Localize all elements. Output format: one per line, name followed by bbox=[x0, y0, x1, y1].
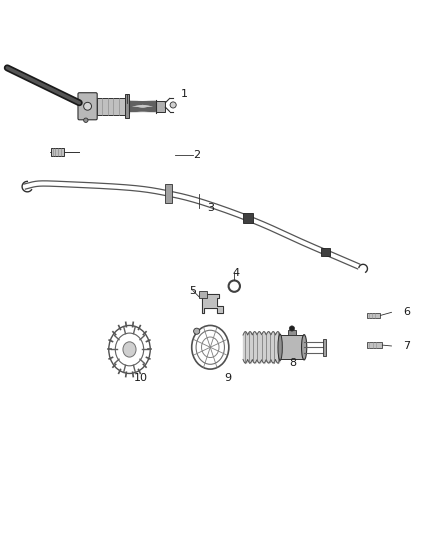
Text: 9: 9 bbox=[224, 373, 231, 383]
Text: 8: 8 bbox=[290, 358, 297, 368]
Bar bbox=[367, 343, 382, 348]
Text: 5: 5 bbox=[189, 286, 196, 295]
Bar bbox=[367, 313, 380, 318]
Bar bbox=[288, 330, 296, 335]
Text: 3: 3 bbox=[207, 203, 214, 213]
Circle shape bbox=[289, 326, 294, 331]
Text: 2: 2 bbox=[194, 150, 201, 160]
Bar bbox=[243, 213, 253, 223]
Text: 6: 6 bbox=[403, 308, 410, 317]
Bar bbox=[323, 338, 326, 356]
Ellipse shape bbox=[278, 334, 283, 360]
Text: 4: 4 bbox=[233, 268, 240, 278]
FancyBboxPatch shape bbox=[78, 93, 97, 120]
Bar bbox=[321, 248, 330, 256]
Bar bbox=[280, 335, 304, 359]
Ellipse shape bbox=[123, 342, 136, 357]
Bar bbox=[51, 148, 64, 157]
Bar bbox=[125, 94, 130, 118]
Circle shape bbox=[84, 102, 92, 110]
Circle shape bbox=[170, 102, 176, 108]
Polygon shape bbox=[201, 294, 223, 313]
Bar bbox=[199, 290, 207, 298]
Circle shape bbox=[84, 118, 88, 123]
Ellipse shape bbox=[301, 335, 307, 360]
Circle shape bbox=[194, 328, 200, 334]
Bar bbox=[97, 98, 125, 115]
Text: 1: 1 bbox=[180, 89, 187, 99]
Bar bbox=[165, 184, 172, 203]
Text: 7: 7 bbox=[403, 341, 410, 351]
Text: 10: 10 bbox=[134, 373, 148, 383]
Bar bbox=[155, 101, 165, 112]
